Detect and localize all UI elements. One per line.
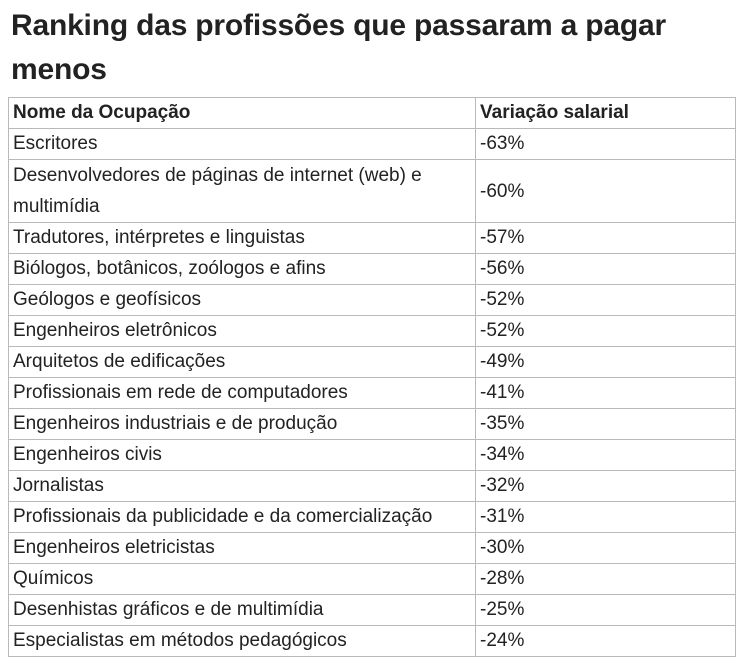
occupation-cell: Desenhistas gráficos e de multimídia [8,594,476,626]
table-row: Geólogos e geofísicos -52% [8,284,736,316]
table-row: Engenheiros industriais e de produção -3… [8,408,736,440]
salary-change-cell: -41% [475,377,736,409]
occupation-cell: Profissionais da publicidade e da comerc… [8,501,476,533]
occupation-cell: Desenvolvedores de páginas de internet (… [8,159,476,223]
occupation-cell: Biólogos, botânicos, zoólogos e afins [8,253,476,285]
occupation-cell: Químicos [8,563,476,595]
table-row: Engenheiros eletricistas -30% [8,532,736,564]
table-row: Profissionais da publicidade e da comerc… [8,501,736,533]
occupation-cell: Tradutores, intérpretes e linguistas [8,222,476,254]
occupation-cell: Engenheiros eletrônicos [8,315,476,347]
table-row: Biólogos, botânicos, zoólogos e afins -5… [8,253,736,285]
table-row: Engenheiros eletrônicos -52% [8,315,736,347]
salary-change-cell: -56% [475,253,736,285]
salary-change-cell: -63% [475,128,736,160]
table-row: Jornalistas -32% [8,470,736,502]
occupation-cell: Engenheiros industriais e de produção [8,408,476,440]
occupation-cell: Profissionais em rede de computadores [8,377,476,409]
table-row: Arquitetos de edificações -49% [8,346,736,378]
table-row: Profissionais em rede de computadores -4… [8,377,736,409]
occupation-cell: Engenheiros civis [8,439,476,471]
ranking-table: Nome da Ocupação Variação salarial Escri… [8,97,736,657]
table-row: Desenhistas gráficos e de multimídia -25… [8,594,736,626]
occupation-cell: Especialistas em métodos pedagógicos [8,625,476,657]
salary-change-cell: -49% [475,346,736,378]
occupation-cell: Geólogos e geofísicos [8,284,476,316]
salary-change-cell: -28% [475,563,736,595]
salary-change-cell: -52% [475,284,736,316]
salary-change-cell: -24% [475,625,736,657]
salary-change-cell: -57% [475,222,736,254]
salary-change-cell: -30% [475,532,736,564]
salary-change-cell: -25% [475,594,736,626]
occupation-cell: Engenheiros eletricistas [8,532,476,564]
table-row: Desenvolvedores de páginas de internet (… [8,159,736,223]
salary-change-cell: -35% [475,408,736,440]
table-row: Tradutores, intérpretes e linguistas -57… [8,222,736,254]
table-header-row: Nome da Ocupação Variação salarial [8,97,736,129]
page-title: Ranking das profissões que passaram a pa… [11,9,666,86]
occupation-cell: Jornalistas [8,470,476,502]
table-row: Engenheiros civis -34% [8,439,736,471]
table-row: Especialistas em métodos pedagógicos -24… [8,625,736,657]
column-header-salary-change: Variação salarial [475,97,736,129]
salary-change-cell: -34% [475,439,736,471]
occupation-cell: Escritores [8,128,476,160]
table-row: Escritores -63% [8,128,736,160]
occupation-cell: Arquitetos de edificações [8,346,476,378]
column-header-occupation: Nome da Ocupação [8,97,476,129]
salary-change-cell: -32% [475,470,736,502]
table-row: Químicos -28% [8,563,736,595]
salary-change-cell: -31% [475,501,736,533]
salary-change-cell: -60% [475,159,736,223]
salary-change-cell: -52% [475,315,736,347]
